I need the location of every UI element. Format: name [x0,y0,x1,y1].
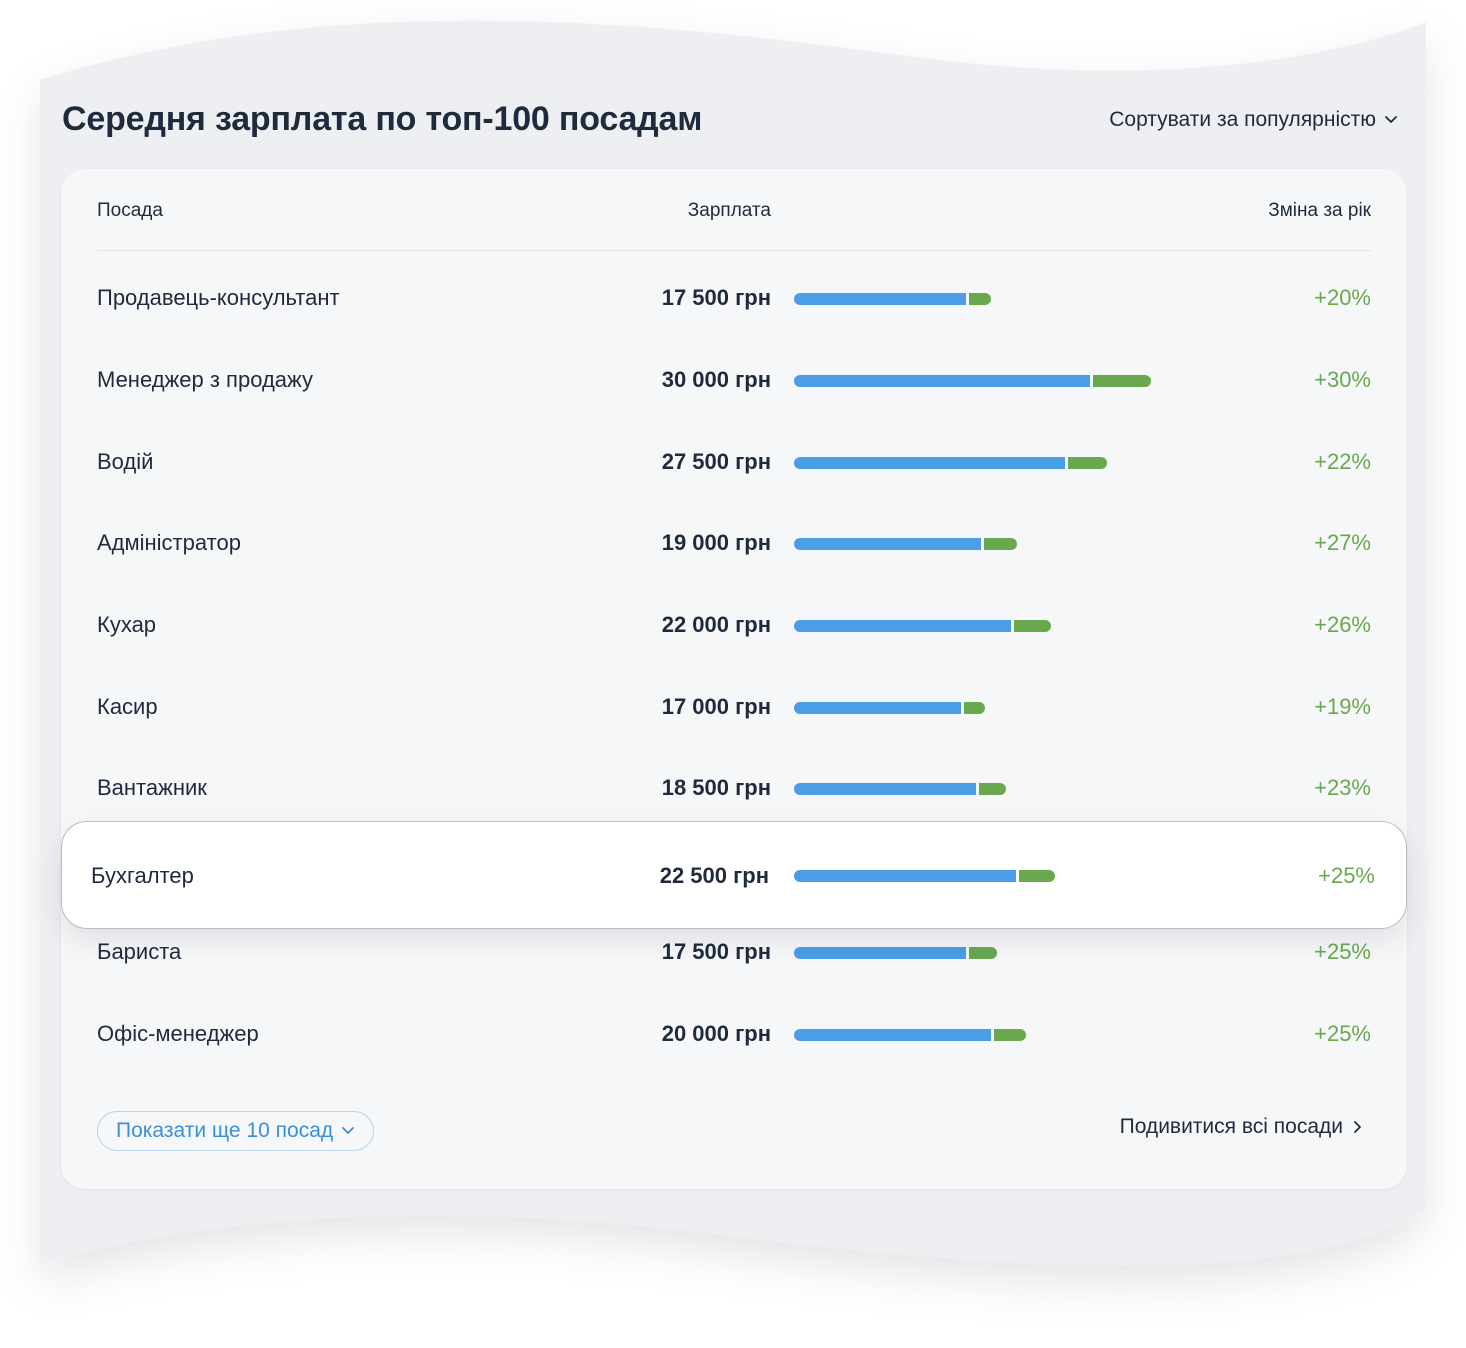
change-value: +25% [1314,939,1371,964]
salary-bar [794,457,1107,469]
growth-bar [1014,620,1051,632]
salary-value: 30 000 грн [661,367,771,392]
growth-bar [1068,457,1107,469]
change-value: +27% [1314,530,1371,555]
change-value: +25% [1318,863,1375,888]
base-salary-bar [794,702,961,714]
chevron-right-icon [1354,1121,1361,1133]
sort-label: Сортувати за популярністю [1109,108,1376,131]
chevron-down-icon [342,1127,355,1134]
salary-bar [794,870,1055,882]
growth-bar [984,538,1017,550]
growth-bar [979,783,1006,795]
table-row[interactable]: Бариста 17 500 грн +25% [97,923,1371,983]
salary-value: 17 500 грн [661,939,771,964]
show-more-button[interactable]: Показати ще 10 посад [97,1111,375,1151]
column-header-position: Посада [97,200,163,221]
salary-value: 27 500 грн [661,449,771,474]
salary-value: 22 000 грн [661,612,771,637]
base-salary-bar [794,947,966,959]
salary-bar [794,538,1017,550]
growth-bar [969,293,991,305]
salary-bar [794,947,997,959]
growth-bar [1093,375,1151,387]
column-header-salary: Зарплата [687,200,771,221]
change-value: +23% [1314,775,1371,800]
table-row[interactable]: Водій 27 500 грн +22% [97,433,1371,493]
position-name: Водій [97,449,154,474]
position-name: Продавець-консультант [97,285,340,310]
position-name: Бариста [97,939,182,964]
salary-table-card: Посада Зарплата Зміна за рік Продавець-к… [61,169,1407,1189]
change-value: +19% [1314,694,1371,719]
salary-value: 17 500 грн [661,285,771,310]
salary-value: 17 000 грн [661,694,771,719]
table-header: Посада Зарплата Зміна за рік [97,169,1371,251]
position-name: Офіс-менеджер [97,1021,259,1046]
salary-value: 18 500 грн [661,775,771,800]
change-value: +26% [1314,612,1371,637]
salary-bar [794,1029,1026,1041]
salary-bar [794,620,1051,632]
salary-bar [794,293,991,305]
base-salary-bar [794,870,1016,882]
growth-bar [994,1029,1026,1041]
page-title: Середня зарплата по топ-100 посадам [62,100,703,138]
base-salary-bar [794,783,976,795]
position-name: Бухгалтер [91,863,194,888]
table-row[interactable]: Менеджер з продажу 30 000 грн +30% [97,351,1371,411]
change-value: +22% [1314,449,1371,474]
salary-value: 20 000 грн [661,1021,771,1046]
position-name: Менеджер з продажу [97,367,313,392]
table-row[interactable]: Адміністратор 19 000 грн +27% [97,514,1371,574]
sort-dropdown[interactable]: Сортувати за популярністю [1109,108,1398,132]
view-all-positions-link[interactable]: Подивитися всі посади [1120,1115,1363,1139]
change-value: +20% [1314,285,1371,310]
salary-bar [794,702,985,714]
base-salary-bar [794,457,1065,469]
change-value: +30% [1314,367,1371,392]
table-row[interactable]: Кухар 22 000 грн +26% [97,596,1371,656]
growth-bar [1019,870,1055,882]
growth-bar [964,702,985,714]
change-value: +25% [1314,1021,1371,1046]
column-header-change: Зміна за рік [1268,200,1371,221]
growth-bar [969,947,997,959]
base-salary-bar [794,1029,991,1041]
base-salary-bar [794,293,966,305]
base-salary-bar [794,538,981,550]
table-row[interactable]: Касир 17 000 грн +19% [97,678,1371,738]
table-row[interactable]: Офіс-менеджер 20 000 грн +25% [97,1005,1371,1065]
highlighted-table-row[interactable]: Бухгалтер 22 500 грн +25% [61,821,1407,929]
position-name: Кухар [97,612,157,637]
salary-value: 19 000 грн [661,530,771,555]
position-name: Вантажник [97,775,207,800]
table-row[interactable]: Продавець-консультант 17 500 грн +20% [97,269,1371,329]
chevron-down-icon [1385,116,1397,123]
salary-value: 22 500 грн [659,863,769,888]
table-row[interactable]: Вантажник 18 500 грн +23% [97,759,1371,819]
view-all-label: Подивитися всі посади [1119,1115,1343,1138]
base-salary-bar [794,620,1011,632]
show-more-label: Показати ще 10 посад [116,1119,334,1142]
position-name: Адміністратор [97,530,241,555]
base-salary-bar [794,375,1090,387]
salary-bar [794,375,1151,387]
salary-bar [794,783,1006,795]
position-name: Касир [97,694,158,719]
